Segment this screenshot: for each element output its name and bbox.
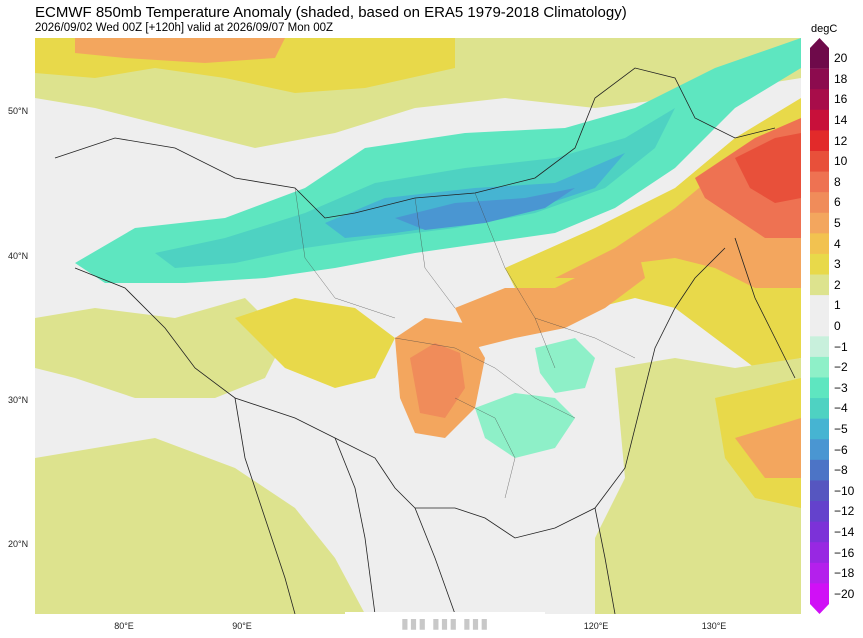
colorbar-tick-label: 18	[834, 71, 848, 86]
colorbar-tick-label: −18	[834, 566, 855, 581]
lon-label-90e: 90°E	[232, 621, 252, 631]
colorbar-swatch	[810, 315, 829, 337]
colorbar-swatch	[810, 212, 829, 234]
watermark: ▮▮▮ ▮▮▮ ▮▮▮	[345, 612, 545, 634]
colorbar-swatch	[810, 295, 829, 317]
colorbar-swatch	[810, 356, 829, 378]
lon-label-120e: 120°E	[583, 621, 609, 631]
colorbar-swatch	[810, 398, 829, 420]
map-title: ECMWF 850mb Temperature Anomaly (shaded,…	[35, 4, 627, 21]
lat-label-30n: 30°N	[8, 395, 29, 405]
colorbar-swatch	[810, 109, 829, 131]
colorbar-tick-label: 1	[834, 298, 841, 313]
colorbar-swatch	[810, 583, 829, 614]
colorbar-tick-label: −6	[834, 442, 848, 457]
colorbar-tick-label: 16	[834, 92, 848, 107]
colorbar-swatch	[810, 336, 829, 358]
colorbar-swatch	[810, 150, 829, 173]
colorbar-swatch	[810, 253, 829, 276]
map-subtitle: 2026/09/02 Wed 00Z [+120h] valid at 2026…	[35, 22, 334, 34]
colorbar	[810, 38, 829, 614]
colorbar-swatch	[810, 480, 829, 502]
colorbar-swatch	[810, 68, 829, 90]
colorbar-tick-label: 14	[834, 113, 848, 128]
colorbar-tick-label: 3	[834, 257, 841, 272]
lat-label-40n: 40°N	[8, 251, 29, 261]
colorbar-swatch	[810, 89, 829, 111]
temperature-anomaly-map	[35, 38, 801, 614]
lon-label-130e: 130°E	[701, 621, 727, 631]
colorbar-unit: degC	[811, 23, 838, 35]
colorbar-tick-label: 2	[834, 277, 841, 292]
colorbar-tick-label: −16	[834, 545, 855, 560]
colorbar-swatch	[810, 459, 829, 481]
colorbar-tick-label: 20	[834, 51, 848, 66]
colorbar-swatch	[810, 542, 829, 564]
colorbar-tick-label: 10	[834, 154, 848, 169]
colorbar-swatch	[810, 274, 829, 296]
colorbar-swatch	[810, 171, 829, 193]
colorbar-tick-label: 12	[834, 133, 848, 148]
colorbar-tick-label: −8	[834, 463, 848, 478]
colorbar-tick-label: 8	[834, 174, 841, 189]
colorbar-swatch	[810, 233, 829, 255]
colorbar-tick-label: −4	[834, 401, 848, 416]
colorbar-tick-label: −14	[834, 524, 855, 539]
colorbar-swatch	[810, 38, 829, 69]
colorbar-swatch	[810, 192, 829, 214]
colorbar-tick-label: −5	[834, 421, 848, 436]
colorbar-tick-label: −12	[834, 504, 855, 519]
colorbar-tick-label: −20	[834, 586, 855, 601]
colorbar-swatch	[810, 521, 829, 543]
colorbar-tick-label: −10	[834, 483, 855, 498]
colorbar-tick-label: 4	[834, 236, 841, 251]
colorbar-tick-label: −1	[834, 339, 848, 354]
colorbar-swatch	[810, 418, 829, 440]
lat-label-20n: 20°N	[8, 539, 29, 549]
colorbar-swatch	[810, 562, 829, 584]
colorbar-tick-label: 6	[834, 195, 841, 210]
lon-label-80e: 80°E	[114, 621, 134, 631]
colorbar-tick-label: −2	[834, 360, 848, 375]
colorbar-swatch	[810, 439, 829, 461]
colorbar-swatch	[810, 501, 829, 523]
colorbar-swatch	[810, 377, 829, 399]
lat-label-50n: 50°N	[8, 106, 29, 116]
colorbar-tick-label: −3	[834, 380, 848, 395]
colorbar-tick-label: 5	[834, 216, 841, 231]
colorbar-swatch	[810, 130, 829, 152]
colorbar-tick-label: 0	[834, 319, 841, 333]
